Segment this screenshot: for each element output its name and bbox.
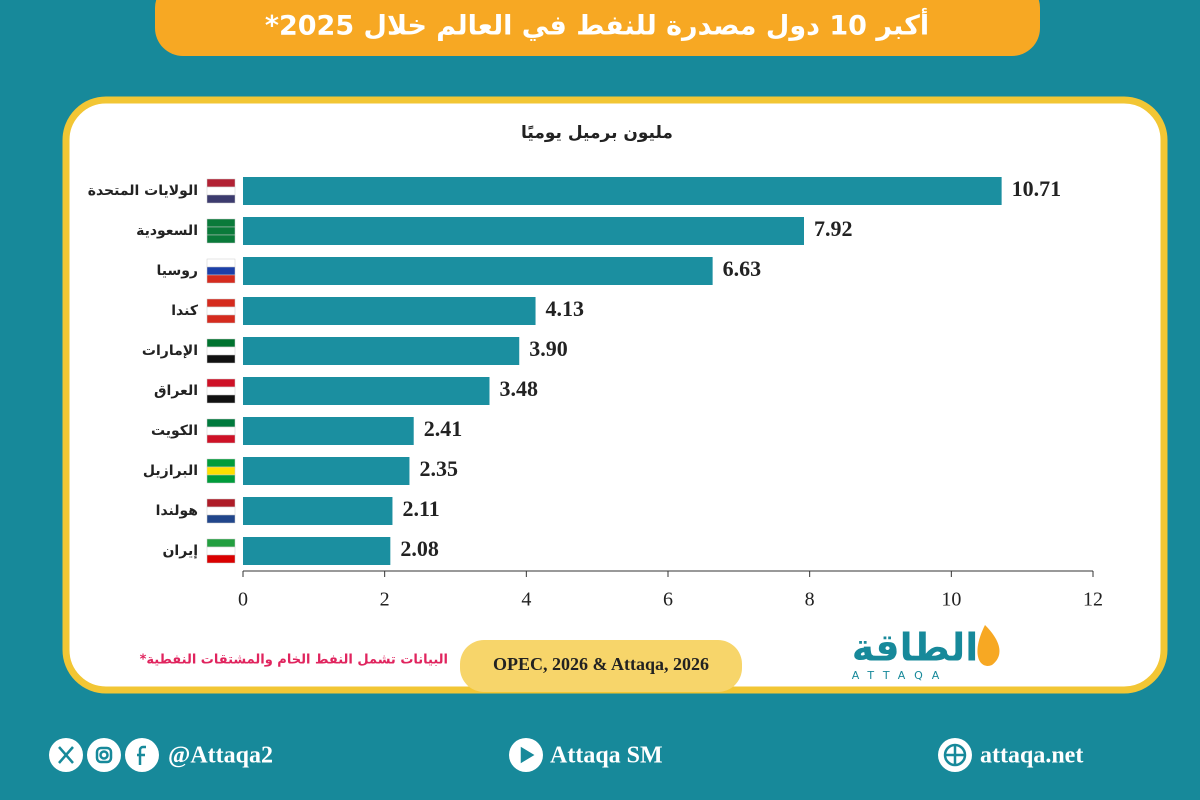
flag-stripe <box>206 554 236 564</box>
value-label: 10.71 <box>1012 176 1062 201</box>
value-label: 3.90 <box>529 336 568 361</box>
flag-stripe <box>206 466 236 476</box>
flag-stripe <box>206 418 236 428</box>
bar <box>243 457 410 485</box>
x-tick-label: 0 <box>238 589 248 611</box>
flag-stripe <box>206 498 236 508</box>
bar <box>243 177 1002 205</box>
x-tick-label: 12 <box>1083 589 1103 611</box>
subtitle: مليون برميل يوميًا <box>521 123 673 143</box>
bar <box>243 337 520 365</box>
flag-stripe <box>206 186 236 196</box>
source: OPEC, 2026 & Attaqa, 2026 <box>493 654 709 674</box>
category-label: الكويت <box>151 423 198 439</box>
flag-stripe <box>206 346 236 356</box>
category-label: الإمارات <box>142 343 198 359</box>
value-label: 2.35 <box>419 456 458 481</box>
bar <box>243 377 490 405</box>
x-tick-label: 4 <box>521 589 531 611</box>
flag-stripe <box>206 434 236 444</box>
flag-stripe <box>206 234 236 244</box>
category-label: روسيا <box>156 263 198 279</box>
source-pill <box>460 640 742 692</box>
category-label: هولندا <box>156 503 198 519</box>
flag-stripe <box>206 274 236 284</box>
flag-stripe <box>206 338 236 348</box>
bar <box>243 537 391 565</box>
category-label: إيران <box>162 543 198 559</box>
logo-drop <box>977 625 1000 666</box>
flag-stripe <box>206 266 236 276</box>
value-label: 6.63 <box>723 256 762 281</box>
flag-stripe <box>206 218 236 228</box>
x-tick-label: 10 <box>941 589 961 611</box>
flag-stripe <box>206 298 236 308</box>
category-label: البرازيل <box>143 463 198 479</box>
value-label: 2.11 <box>402 496 439 521</box>
instagram-icon <box>87 738 121 772</box>
bar <box>243 217 804 245</box>
flag-stripe <box>206 354 236 364</box>
category-label: كندا <box>171 303 199 319</box>
icon-glyphs <box>58 743 967 767</box>
category-label: السعودية <box>136 223 198 239</box>
flag-stripe <box>206 538 236 548</box>
bar <box>243 497 393 525</box>
value-label: 3.48 <box>500 376 539 401</box>
value-label: 2.41 <box>424 416 463 441</box>
bar <box>243 297 536 325</box>
category-label: العراق <box>154 383 198 399</box>
handle: @Attaqa2 <box>168 743 273 769</box>
flag-stripe <box>206 194 236 204</box>
website: attaqa.net <box>980 743 1083 769</box>
bar <box>243 257 713 285</box>
chart-title: أكبر 10 دول مصدرة للنفط في العالم خلال 2… <box>265 8 929 42</box>
x-tick-label: 2 <box>380 589 390 611</box>
footnote: *البيانات تشمل النفط الخام والمشتقات الن… <box>140 653 448 668</box>
flag-stripe <box>206 474 236 484</box>
flag-stripe <box>206 458 236 468</box>
flag-stripe <box>206 306 236 316</box>
category-label: الولايات المتحدة <box>88 183 198 199</box>
value-label: 4.13 <box>546 296 585 321</box>
x-tick-label: 6 <box>663 589 673 611</box>
value-label: 7.92 <box>814 216 853 241</box>
flag-stripe <box>206 258 236 268</box>
flag-stripe <box>206 426 236 436</box>
x-tick-label: 8 <box>805 589 815 611</box>
bar <box>243 417 414 445</box>
flag-stripe <box>206 386 236 396</box>
flag-stripe <box>206 226 236 236</box>
flag-stripe <box>206 506 236 516</box>
value-label: 2.08 <box>400 536 439 561</box>
flag-stripe <box>206 178 236 188</box>
flag-stripe <box>206 546 236 556</box>
logo-name: الطاقة <box>852 626 979 670</box>
flag-stripe <box>206 314 236 324</box>
flag-stripe <box>206 394 236 404</box>
title-banner <box>155 0 1040 56</box>
logo-latin: ATTAQA <box>852 669 949 682</box>
channel: Attaqa SM <box>550 743 663 769</box>
flag-stripe <box>206 514 236 524</box>
plot: 0 2 4 6 8 10 12 الولايات المتحدة 10.71 السعودية 7.… <box>88 176 1103 611</box>
flag-stripe <box>206 378 236 388</box>
